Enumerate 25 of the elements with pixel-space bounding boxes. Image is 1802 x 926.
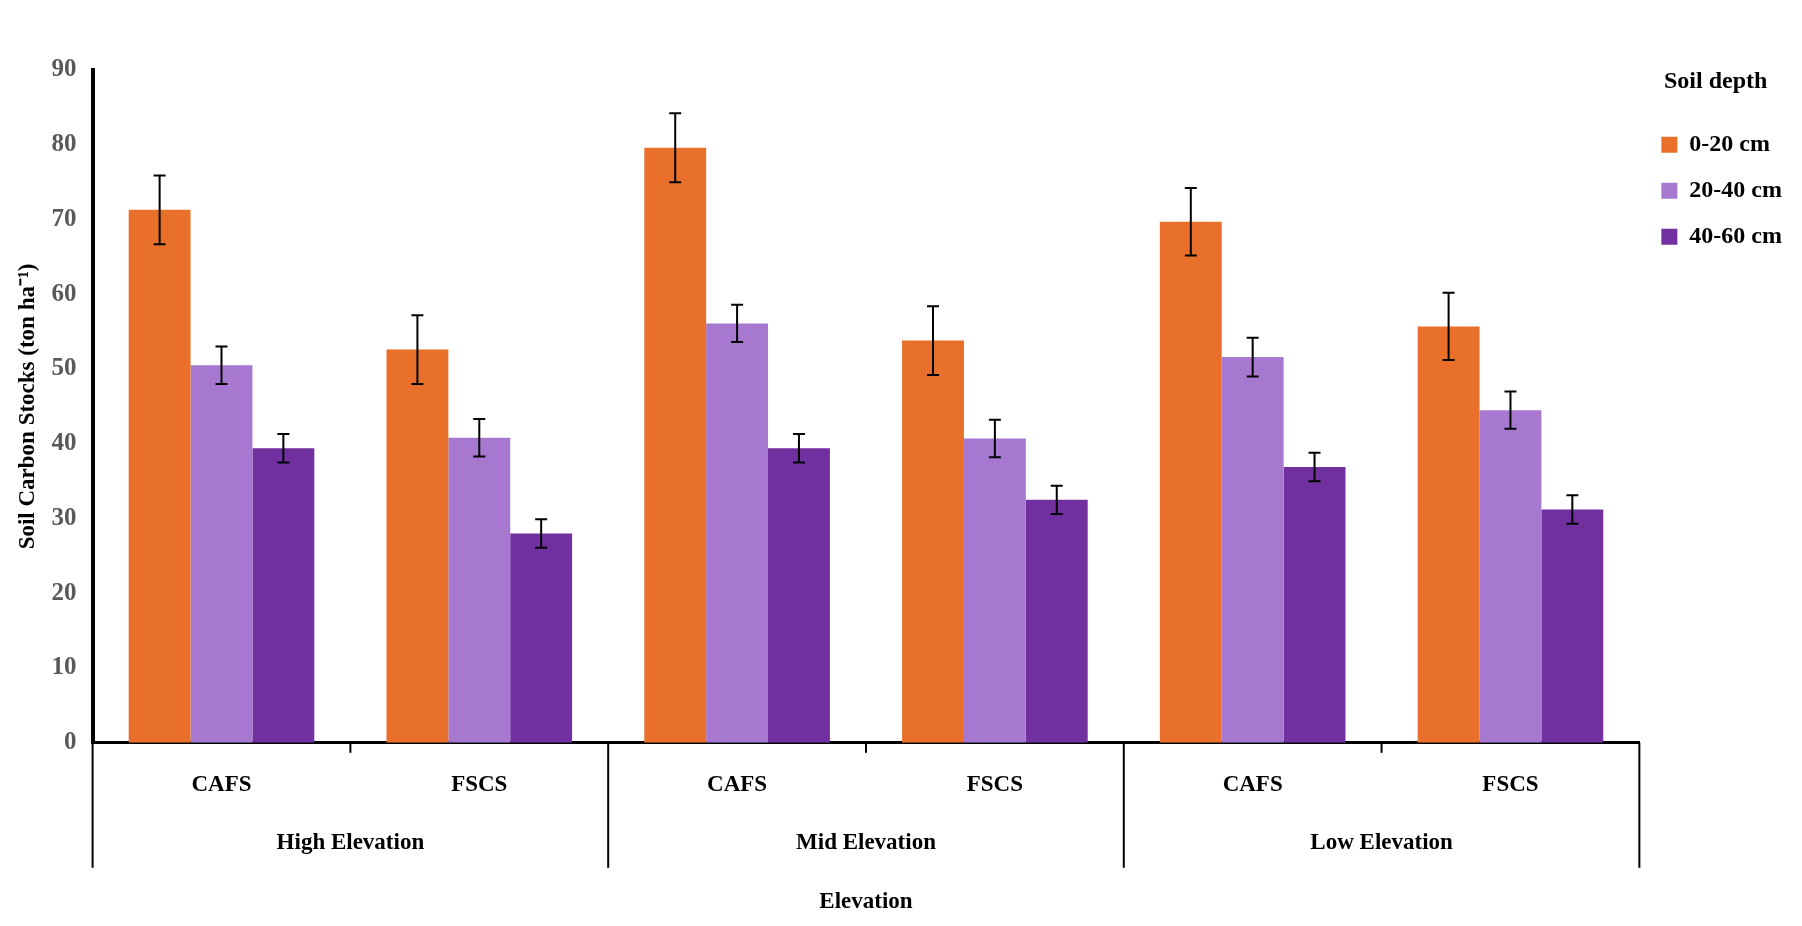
text: Mid Elevation	[796, 828, 937, 854]
y-tick-label: 10	[51, 652, 77, 680]
y-tick-label: 40	[51, 428, 77, 456]
y-tick-label: 90	[51, 54, 77, 82]
y-tick-label: 70	[51, 203, 77, 231]
legend-label: 20-40 cm	[1689, 176, 1783, 202]
y-tick-label: 60	[51, 278, 77, 306]
y-tick-label: 80	[51, 129, 77, 157]
y-tick-label: 50	[51, 353, 77, 381]
legend-label: 0-20 cm	[1689, 130, 1771, 156]
x-tick-label: FSCS	[1482, 770, 1539, 796]
x-tick-label: CAFS	[191, 770, 252, 796]
text: Low Elevation	[1310, 828, 1454, 854]
legend-label: 40-60 cm	[1689, 222, 1783, 248]
y-tick-label: 30	[51, 502, 77, 530]
x-axis-title: Elevation	[819, 888, 913, 914]
x-tick-label: CAFS	[1222, 770, 1283, 796]
x-tick-label: CAFS	[707, 770, 768, 796]
x-tick-label: FSCS	[451, 770, 508, 796]
y-axis-title: Soil Carbon Stocks (ton ha⁻¹)	[13, 263, 39, 550]
y-tick-label: 0	[64, 727, 77, 755]
y-tick-label: 20	[51, 577, 77, 605]
text: High Elevation	[276, 828, 425, 854]
legend-title: Soil depth	[1663, 67, 1768, 94]
x-tick-label: FSCS	[966, 770, 1023, 796]
